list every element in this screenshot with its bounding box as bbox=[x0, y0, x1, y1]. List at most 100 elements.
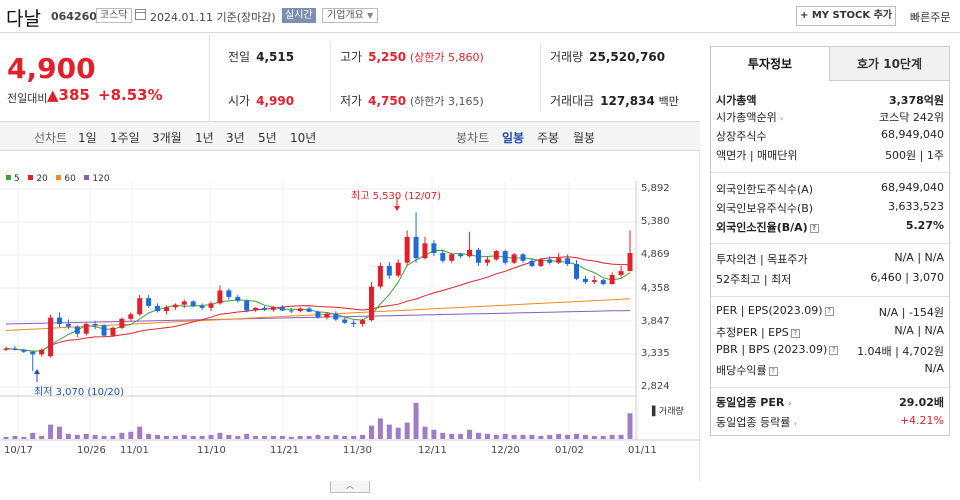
volume-bar bbox=[163, 435, 169, 439]
candle-body bbox=[208, 303, 214, 308]
corp-info-dropdown[interactable]: 기업개요 ▼ bbox=[322, 8, 379, 23]
volume-bar bbox=[128, 431, 134, 439]
candle-body bbox=[422, 243, 428, 259]
candle-body bbox=[591, 280, 597, 283]
info-row: 외국인한도주식수(A) 68,949,040 bbox=[716, 181, 944, 196]
tab-daily[interactable]: 일봉 bbox=[502, 131, 525, 145]
price-summary: 4,900 전일대비 ▲385 +8.53% bbox=[0, 34, 210, 121]
price-chart[interactable]: 5 20 60 120 5,892 5,380 4,869 4,358 3,84… bbox=[0, 151, 700, 481]
candle-body bbox=[547, 259, 553, 263]
volume-bar bbox=[306, 435, 312, 439]
help-icon[interactable]: ? bbox=[809, 224, 819, 233]
volume-bar bbox=[440, 432, 446, 439]
help-icon[interactable]: ? bbox=[824, 307, 834, 316]
candle-body bbox=[395, 262, 401, 276]
tab-1w[interactable]: 1주일 bbox=[110, 131, 140, 145]
low-marker-arrow bbox=[34, 369, 40, 374]
stat-prev: 전일 4,515 bbox=[228, 50, 295, 64]
legend-ma20: 20 bbox=[28, 174, 48, 184]
tab-1d[interactable]: 1일 bbox=[78, 131, 97, 145]
candle-body bbox=[92, 324, 98, 326]
candle-body bbox=[270, 307, 276, 310]
info-row: 동일업종 등락률 › +4.21% bbox=[716, 414, 944, 429]
candle-body bbox=[155, 305, 161, 312]
info-row: 동일업종 PER › 29.02배 bbox=[716, 396, 944, 409]
tab-5y[interactable]: 5년 bbox=[258, 131, 277, 145]
tab-3y[interactable]: 3년 bbox=[226, 131, 245, 145]
divider bbox=[540, 42, 541, 112]
volume-bar bbox=[12, 435, 18, 439]
live-button[interactable]: 실시간 bbox=[282, 8, 316, 23]
tab-weekly[interactable]: 주봉 bbox=[537, 131, 560, 145]
candle-body bbox=[74, 326, 80, 334]
info-row: PBR | BPS (2023.09)? 1.04배 | 4,702원 bbox=[716, 343, 944, 358]
tab-10y[interactable]: 10년 bbox=[290, 131, 317, 145]
info-row: 52주최고 | 최저 6,460 | 3,070 bbox=[716, 271, 944, 286]
tab-orderbook[interactable]: 호가 10단계 bbox=[830, 47, 949, 81]
candle-body bbox=[119, 318, 125, 328]
current-price: 4,900 bbox=[7, 52, 96, 85]
chevron-down-icon: ▼ bbox=[367, 11, 374, 20]
candle-body bbox=[342, 319, 348, 323]
info-row: 상장주식수 68,949,040 bbox=[716, 128, 944, 143]
volume-bar bbox=[83, 433, 89, 439]
volume-bar bbox=[155, 434, 161, 439]
tab-1y[interactable]: 1년 bbox=[195, 131, 214, 145]
volume-bar bbox=[324, 435, 330, 439]
candle-body bbox=[529, 260, 535, 266]
candle-body bbox=[315, 311, 321, 318]
volume-bar bbox=[484, 433, 490, 439]
candle-body bbox=[101, 325, 107, 336]
info-row: 액면가 | 매매단위 500원 | 1주 bbox=[716, 149, 944, 162]
candle-body bbox=[110, 327, 116, 336]
volume-bar bbox=[56, 426, 62, 439]
candle-body bbox=[565, 258, 571, 264]
market-badge: 코스닥 bbox=[96, 8, 132, 23]
quick-order-link[interactable]: 빠른주문 bbox=[910, 11, 951, 24]
help-icon[interactable]: ? bbox=[790, 329, 800, 338]
volume-bar bbox=[413, 403, 419, 439]
volume-bar bbox=[3, 436, 9, 439]
x-tick: 01/11 bbox=[628, 445, 657, 456]
volume-bar bbox=[511, 434, 517, 439]
candle-chart-svg[interactable] bbox=[0, 151, 700, 481]
stock-code: 064260 bbox=[51, 10, 97, 23]
volume-bar bbox=[217, 432, 223, 439]
volume-bar bbox=[386, 424, 392, 439]
x-tick: 01/02 bbox=[555, 445, 584, 456]
volume-bar bbox=[618, 434, 624, 439]
my-stock-add-button[interactable]: + MY STOCK 추가 bbox=[796, 6, 896, 26]
candle-body bbox=[39, 349, 45, 355]
volume-bar bbox=[226, 434, 232, 439]
volume-bar bbox=[422, 426, 428, 439]
help-icon[interactable]: ? bbox=[768, 367, 778, 376]
candle-body bbox=[253, 307, 259, 311]
ma-legend: 5 20 60 120 bbox=[6, 174, 110, 184]
x-tick: 11/01 bbox=[120, 445, 149, 456]
volume-label: ▌거래량 bbox=[652, 407, 684, 417]
tab-monthly[interactable]: 월봉 bbox=[573, 131, 596, 145]
candle-body bbox=[493, 251, 499, 260]
volume-bar bbox=[377, 418, 383, 439]
divider bbox=[711, 296, 949, 297]
volume-bar bbox=[288, 436, 294, 439]
x-tick: 11/30 bbox=[343, 445, 372, 456]
tab-investment-info[interactable]: 투자정보 bbox=[711, 47, 830, 81]
volume-bar bbox=[119, 432, 125, 439]
y-tick: 4,358 bbox=[641, 283, 670, 294]
info-row: 배당수익률? N/A bbox=[716, 362, 944, 377]
tab-3m[interactable]: 3개월 bbox=[152, 131, 182, 145]
volume-bar bbox=[351, 435, 357, 439]
x-tick: 12/20 bbox=[491, 445, 520, 456]
y-tick: 2,824 bbox=[641, 381, 670, 392]
help-icon[interactable]: ? bbox=[829, 346, 839, 355]
y-tick: 5,380 bbox=[641, 216, 670, 227]
volume-bar bbox=[146, 433, 152, 439]
volume-bar bbox=[547, 434, 553, 439]
candle-body bbox=[360, 320, 366, 325]
candle-body bbox=[556, 258, 562, 263]
chart-collapse-handle[interactable]: ︿ bbox=[330, 481, 370, 493]
candle-body bbox=[404, 236, 410, 263]
line-chart-label: 선차트 bbox=[34, 131, 68, 145]
candle-body bbox=[377, 265, 383, 287]
